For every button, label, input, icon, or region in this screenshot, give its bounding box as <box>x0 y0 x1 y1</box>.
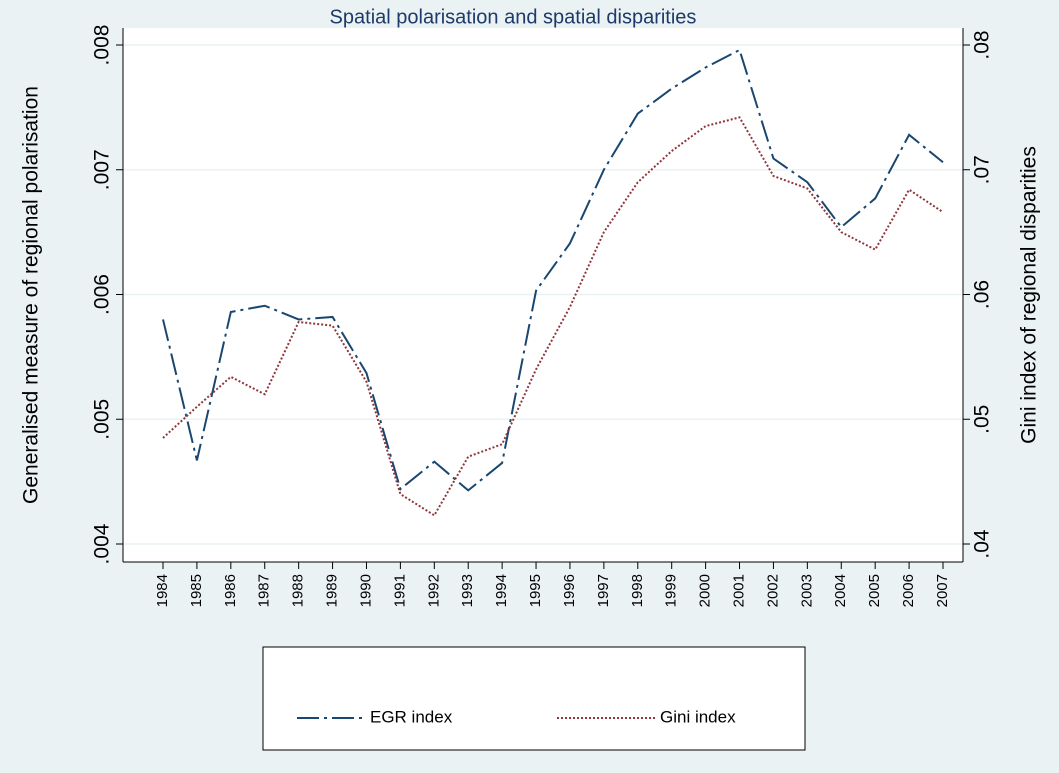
chart-title: Spatial polarisation and spatial dispari… <box>330 6 697 28</box>
x-tick-label: 1996 <box>561 574 578 607</box>
series-line <box>162 48 944 492</box>
y2-tick-label: .04 <box>971 529 994 559</box>
x-tick-label: 2001 <box>730 574 747 607</box>
y2-axis-title: Gini index of regional disparities <box>1018 146 1041 444</box>
x-tick-label: 1991 <box>391 574 408 607</box>
y-tick-label: .005 <box>91 399 114 440</box>
y-tick-label: .007 <box>91 149 114 190</box>
y-tick-label: .004 <box>91 523 114 564</box>
x-tick-label: 1992 <box>425 574 442 607</box>
y2-tick-label: .07 <box>971 155 994 184</box>
x-tick-label: 1994 <box>493 574 510 607</box>
legend-label: EGR index <box>370 707 453 726</box>
legend <box>262 646 806 751</box>
y-tick-label: .006 <box>91 274 114 315</box>
legend-label: Gini index <box>660 707 736 726</box>
x-tick-label: 1986 <box>222 574 239 607</box>
x-tick-label: 1987 <box>256 574 273 607</box>
x-tick-label: 2006 <box>900 574 917 607</box>
y-axis-title: Generalised measure of regional polarisa… <box>20 86 43 504</box>
x-tick-label: 1984 <box>154 574 171 607</box>
x-tick-label: 2002 <box>764 574 781 607</box>
x-tick-label: 2004 <box>832 574 849 607</box>
x-tick-label: 2005 <box>866 574 883 607</box>
x-tick-label: 2000 <box>697 574 714 607</box>
x-tick-label: 1999 <box>663 574 680 607</box>
x-tick-label: 1989 <box>324 574 341 607</box>
y2-tick-label: .08 <box>971 30 994 59</box>
x-tick-label: 2003 <box>798 574 815 607</box>
x-tick-label: 1993 <box>459 574 476 607</box>
x-tick-label: 1990 <box>357 574 374 607</box>
x-tick-label: 1985 <box>188 574 205 607</box>
y2-tick-label: .05 <box>971 405 994 434</box>
x-tick-label: 1998 <box>629 574 646 607</box>
y-tick-label: .008 <box>91 25 114 66</box>
series-line <box>162 116 944 517</box>
y2-tick-label: .06 <box>971 280 994 309</box>
x-tick-label: 1997 <box>595 574 612 607</box>
x-tick-label: 1995 <box>527 574 544 607</box>
x-tick-label: 2007 <box>934 574 951 607</box>
x-tick-label: 1988 <box>290 574 307 607</box>
